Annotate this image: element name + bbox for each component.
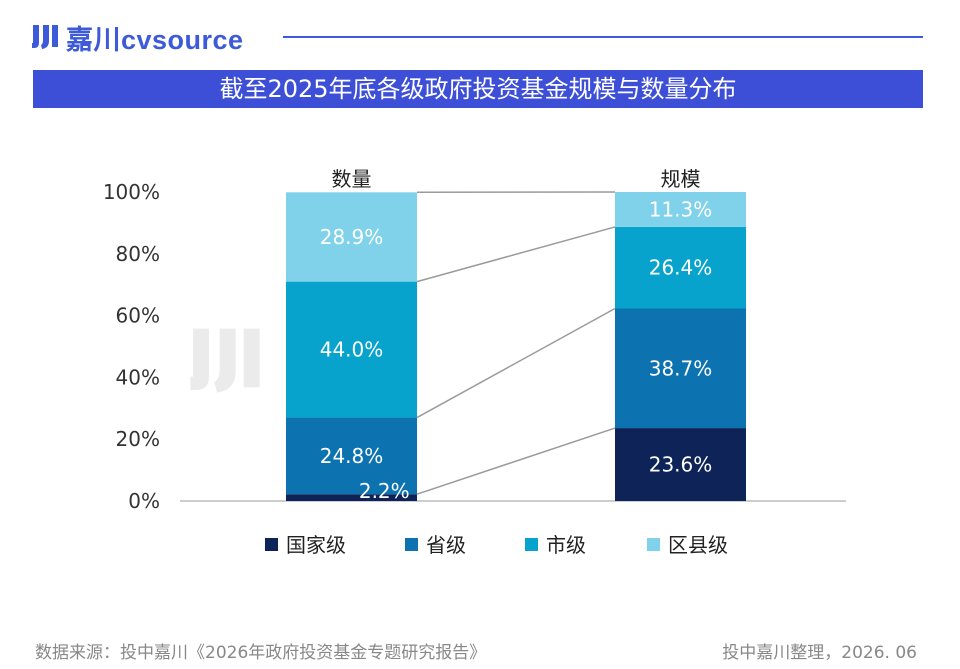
category-label: 数量 [332, 167, 372, 191]
bar-segment [286, 417, 417, 495]
bar-segment [615, 308, 746, 429]
legend-label: 省级 [426, 533, 466, 557]
data-label: 44.0% [320, 338, 384, 362]
data-label: 24.8% [320, 444, 384, 468]
y-tick-label: 60% [116, 304, 160, 328]
data-label: 38.7% [649, 356, 713, 380]
chart-title: 截至2025年底各级政府投资基金规模与数量分布 [33, 70, 923, 108]
y-tick-label: 40% [116, 365, 160, 389]
connector-line [416, 307, 616, 419]
data-label: 11.3% [649, 197, 713, 221]
credit-note: 投中嘉川整理，2026. 06 [722, 643, 917, 663]
legend-swatch [647, 538, 660, 551]
bar-segment [286, 281, 417, 418]
data-label: 28.9% [320, 225, 384, 249]
watermark-logo-icon [190, 328, 260, 393]
data-label: 2.2% [359, 479, 410, 503]
connector-line [416, 226, 616, 283]
connector-line [416, 427, 616, 495]
y-tick-label: 100% [103, 180, 160, 204]
bar-segment [615, 192, 746, 227]
bar-segment [615, 226, 746, 309]
data-label: 23.6% [649, 453, 713, 477]
header-divider [283, 36, 923, 38]
legend-label: 国家级 [286, 533, 346, 557]
legend-swatch [265, 538, 278, 551]
header: 嘉川cvsource [0, 0, 960, 70]
bar-segment [615, 428, 746, 501]
legend-swatch [525, 538, 538, 551]
y-tick-label: 20% [116, 427, 160, 451]
y-tick-label: 0% [128, 489, 160, 513]
category-label: 规模 [661, 167, 701, 191]
legend-swatch [405, 538, 418, 551]
legend-label: 市级 [546, 533, 586, 557]
y-tick-label: 80% [116, 242, 160, 266]
logo-text: 嘉川cvsource [66, 25, 244, 55]
bar-segment [286, 494, 417, 501]
source-note: 数据来源：投中嘉川《2026年政府投资基金专题研究报告》 [35, 643, 487, 663]
data-label: 26.4% [649, 256, 713, 280]
bar-segment [286, 192, 417, 282]
jc-logo-icon [32, 25, 58, 49]
legend-label: 区县级 [668, 533, 728, 557]
